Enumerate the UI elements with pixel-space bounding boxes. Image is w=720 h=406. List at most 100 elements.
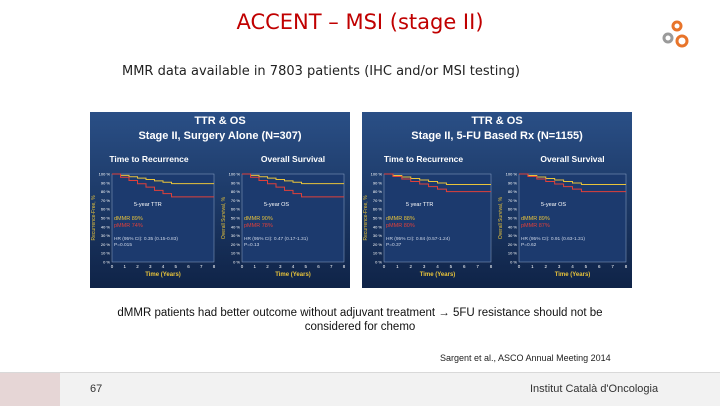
y-tick-label: 50 % [373, 216, 383, 221]
institution: Institut Català d'Oncologia [530, 383, 659, 395]
y-tick-label: 90 % [231, 180, 241, 185]
x-tick-label: 4 [436, 264, 439, 269]
survival-curve [242, 173, 344, 185]
y-axis-label: Overall Survival, % [498, 196, 504, 239]
footer-bar [0, 372, 720, 406]
survival-curve [519, 173, 626, 193]
y-tick-label: 100 % [99, 172, 111, 177]
hazard-ratio: HR (95% CI): 0.84 (0.57-1.24) [386, 236, 450, 242]
p-value: P=0.015 [114, 242, 132, 248]
survival-curve [112, 173, 214, 198]
x-tick-label: 4 [292, 264, 295, 269]
x-tick-label: 2 [136, 264, 139, 269]
y-tick-label: 40 % [373, 224, 383, 229]
x-tick-label: 0 [518, 264, 521, 269]
stat-line: dMMR 89% [114, 216, 143, 222]
x-tick-label: 5 [304, 264, 307, 269]
y-tick-label: 50 % [101, 216, 111, 221]
page-number: 67 [90, 383, 103, 395]
plot-area [241, 173, 345, 263]
subtitle: MMR data available in 7803 patients (IHC… [122, 64, 520, 79]
y-tick-label: 60 % [373, 207, 383, 212]
x-axis-label: Time (Years) [275, 272, 311, 278]
stat-line: dMMR 89% [521, 216, 550, 222]
y-tick-label: 80 % [231, 189, 241, 194]
p-value: P=0.13 [244, 242, 260, 248]
y-tick-label: 10 % [508, 251, 518, 256]
chart-title: Time to Recurrence [384, 154, 463, 164]
y-tick-label: 50 % [508, 216, 518, 221]
y-tick-label: 10 % [101, 251, 111, 256]
hazard-ratio: HR (95% CI): 0.47 (0.17-1.31) [244, 236, 308, 242]
hazard-ratio: HR (95% CI): 0.35 (0.15-0.83) [114, 236, 178, 242]
p-value: P=0.37 [386, 242, 402, 248]
x-tick-label: 6 [598, 264, 601, 269]
stat-title: 5-year OS [264, 202, 289, 208]
y-tick-label: 100 % [371, 172, 383, 177]
y-tick-label: 30 % [101, 233, 111, 238]
x-tick-label: 1 [531, 264, 534, 269]
y-tick-label: 40 % [231, 224, 241, 229]
hazard-ratio: HR (95% CI): 0.91 (0.63-1.31) [521, 236, 585, 242]
x-tick-label: 1 [123, 264, 126, 269]
chart-title: Time to Recurrence [109, 154, 188, 164]
caption: dMMR patients had better outcome without… [117, 307, 603, 333]
stat-line: dMMR 88% [386, 216, 415, 222]
y-tick-label: 40 % [101, 224, 111, 229]
y-axis-label: Overall Survival, % [221, 196, 227, 239]
y-tick-label: 0 % [375, 260, 382, 265]
y-tick-label: 70 % [101, 198, 111, 203]
p-value: P=0.62 [521, 242, 537, 248]
stat-line: pMMR 87% [521, 223, 550, 229]
y-tick-label: 80 % [373, 189, 383, 194]
panel-subheading: Stage II, 5-FU Based Rx (N=1155) [411, 130, 583, 142]
x-tick-label: 8 [625, 264, 628, 269]
x-tick-label: 1 [253, 264, 256, 269]
y-tick-label: 0 % [233, 260, 240, 265]
stat-line: pMMR 74% [114, 223, 143, 229]
stat-title: 5-year TTR [134, 202, 162, 208]
x-tick-label: 3 [558, 264, 561, 269]
chart-title: Overall Survival [540, 154, 604, 164]
stat-title: 5-year OS [541, 202, 566, 208]
y-tick-label: 70 % [373, 198, 383, 203]
y-tick-label: 50 % [231, 216, 241, 221]
x-axis-label: Time (Years) [555, 272, 591, 278]
stat-line: dMMR 90% [244, 216, 273, 222]
y-tick-label: 80 % [101, 189, 111, 194]
y-tick-label: 60 % [508, 207, 518, 212]
y-tick-label: 100 % [506, 172, 518, 177]
y-tick-label: 10 % [373, 251, 383, 256]
survival-curve [519, 173, 626, 186]
panel-image: TTR & OS Stage II, Surgery Alone (N=307) T… [90, 112, 350, 288]
survival-curve [242, 173, 344, 198]
y-tick-label: 40 % [508, 224, 518, 229]
y-tick-label: 20 % [101, 242, 111, 247]
x-tick-label: 7 [200, 264, 203, 269]
y-tick-label: 20 % [231, 242, 241, 247]
y-tick-label: 30 % [231, 233, 241, 238]
x-axis-label: Time (Years) [145, 272, 181, 278]
x-tick-label: 5 [174, 264, 177, 269]
y-tick-label: 30 % [508, 233, 518, 238]
y-tick-label: 70 % [231, 198, 241, 203]
y-tick-label: 60 % [231, 207, 241, 212]
x-tick-label: 0 [241, 264, 244, 269]
y-tick-label: 90 % [373, 180, 383, 185]
slide-title: ACCENT – MSI (stage II) [236, 10, 484, 34]
y-tick-label: 80 % [508, 189, 518, 194]
x-tick-label: 2 [544, 264, 547, 269]
y-tick-label: 20 % [373, 242, 383, 247]
y-tick-label: 30 % [373, 233, 383, 238]
x-axis-label: Time (Years) [420, 272, 456, 278]
x-tick-label: 6 [317, 264, 320, 269]
stat-line: pMMR 80% [386, 223, 415, 229]
x-tick-label: 2 [409, 264, 412, 269]
x-tick-label: 8 [490, 264, 493, 269]
x-tick-label: 7 [611, 264, 614, 269]
x-tick-label: 6 [187, 264, 190, 269]
x-tick-label: 8 [213, 264, 216, 269]
x-tick-label: 6 [463, 264, 466, 269]
stat-line: pMMR 78% [244, 223, 273, 229]
chart-title: Overall Survival [261, 154, 325, 164]
